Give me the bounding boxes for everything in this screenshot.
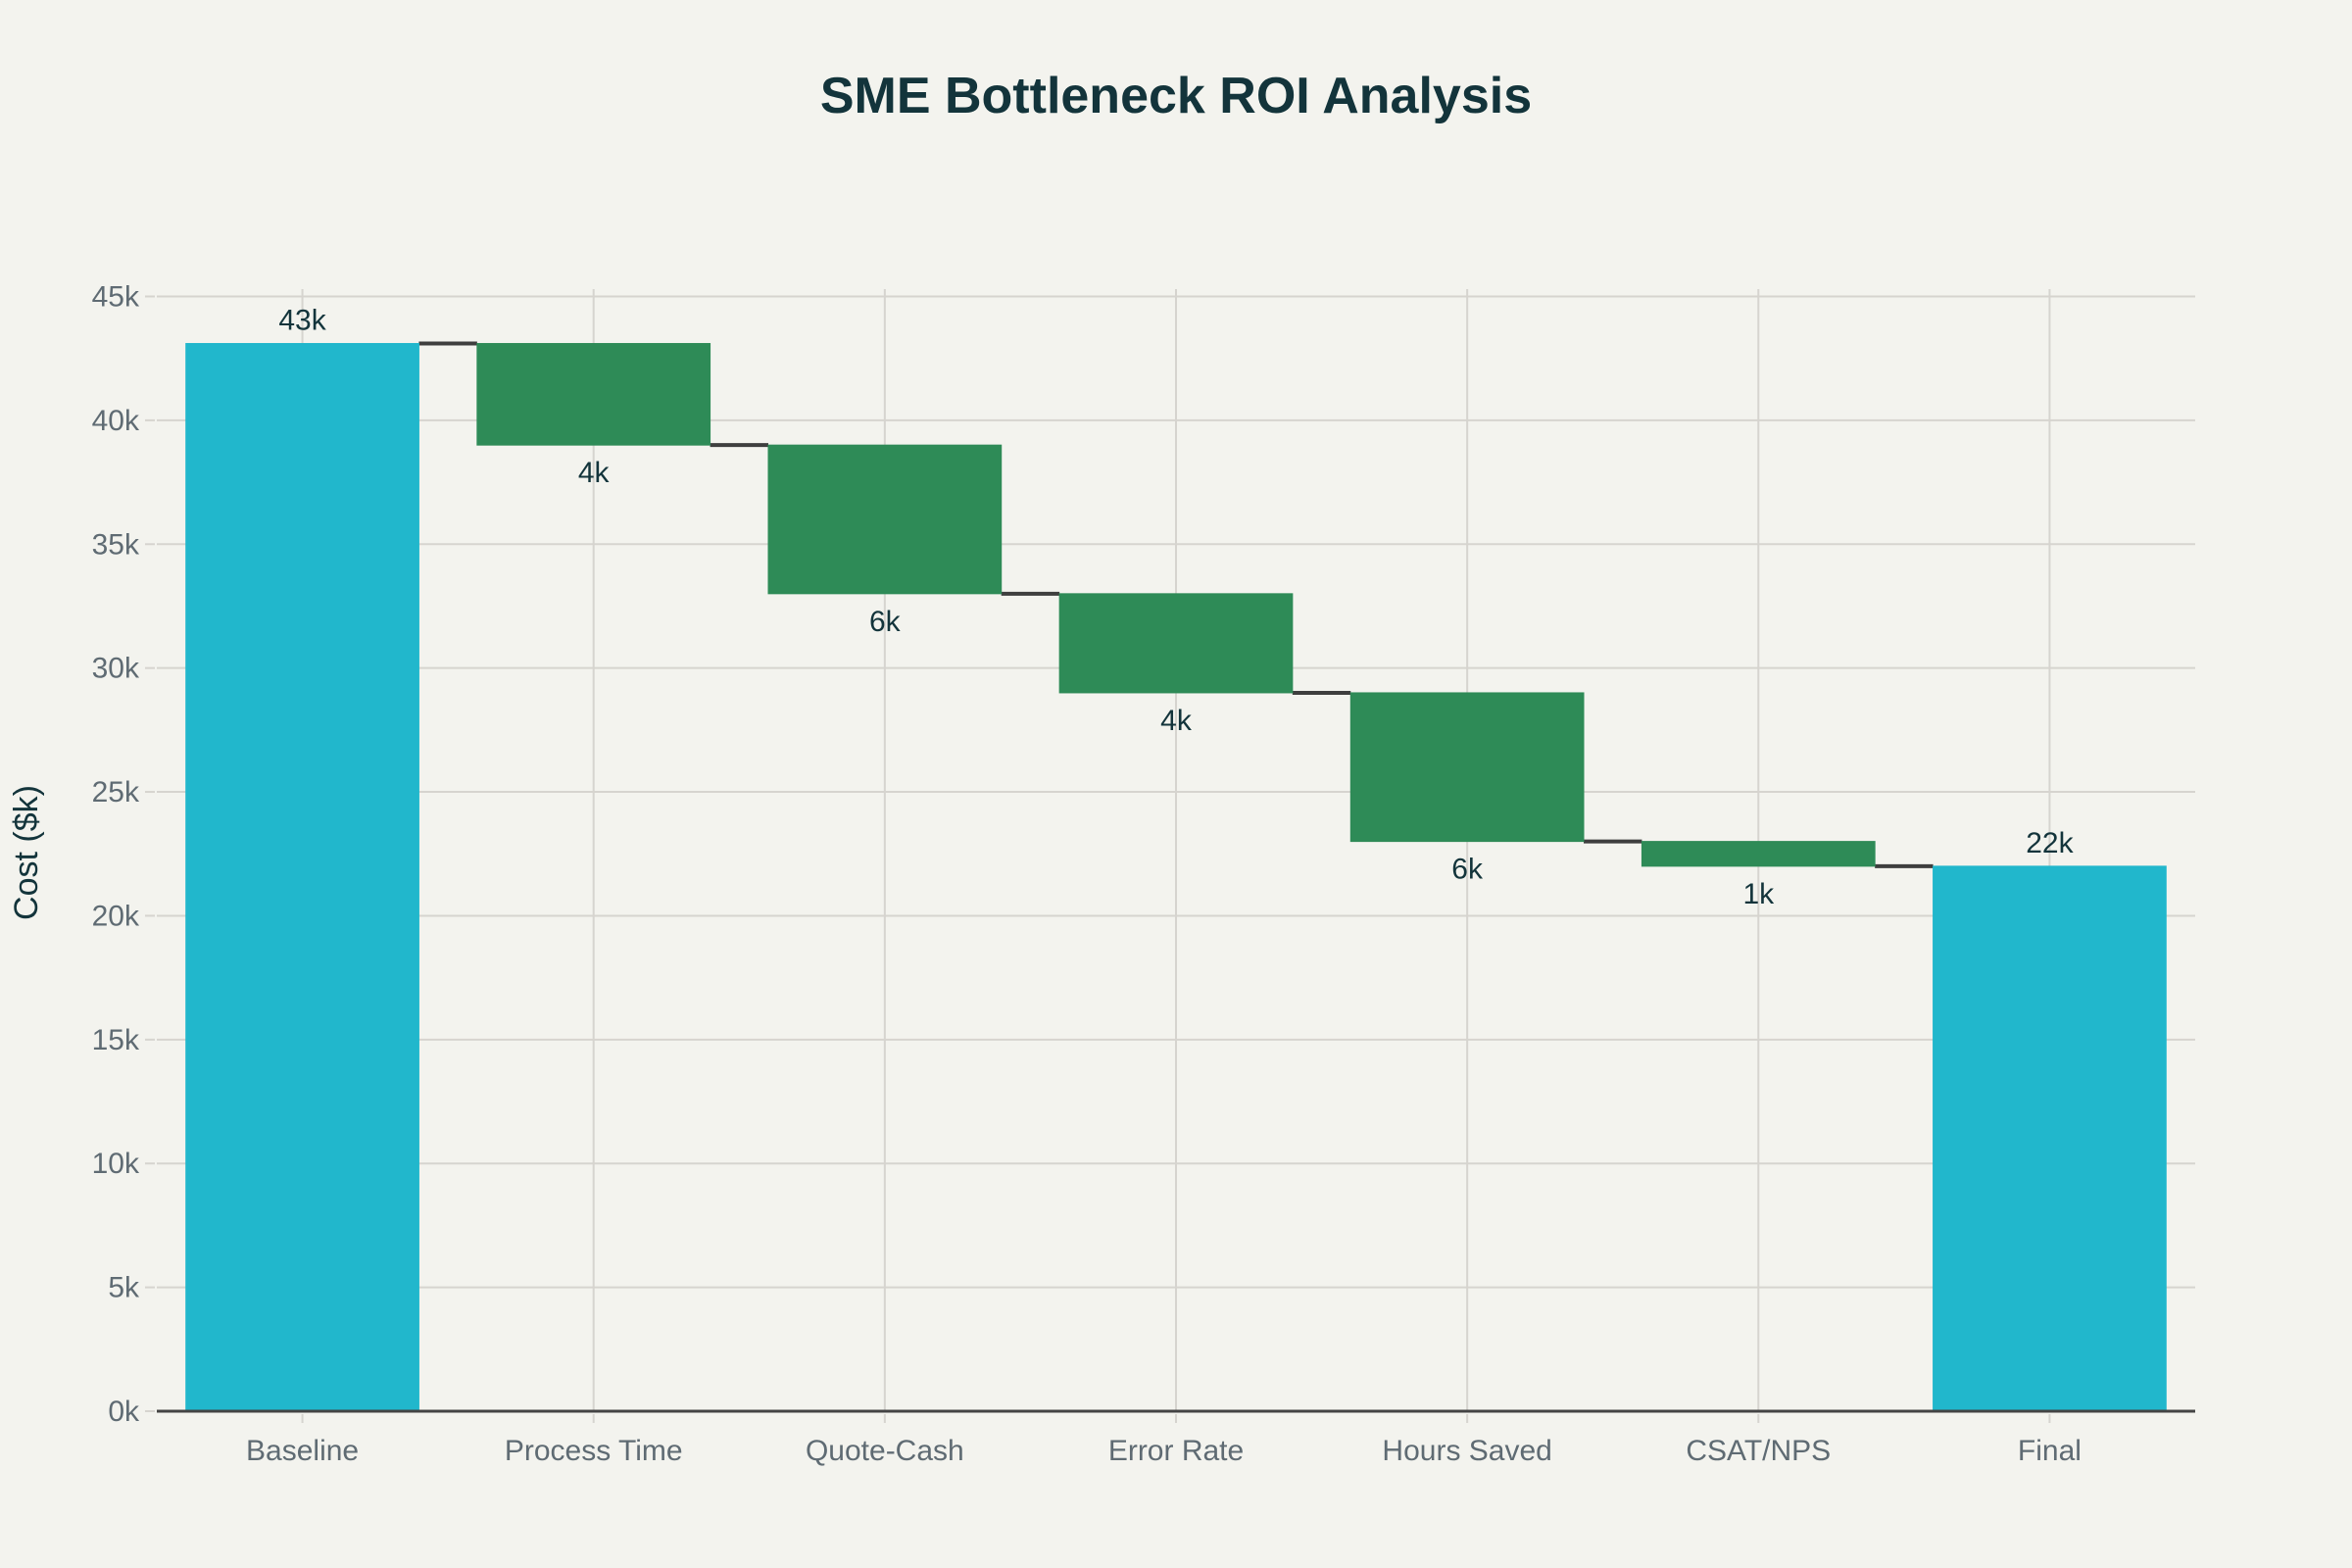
bar-process-time — [476, 343, 711, 446]
bar-baseline — [185, 343, 419, 1412]
data-labels: 43k 4k 6k 4k 6k 1k 22k — [278, 305, 2074, 910]
chart-title: SME Bottleneck ROI Analysis — [820, 68, 1532, 124]
data-label: 4k — [578, 457, 611, 489]
y-tick-label: 10k — [92, 1148, 140, 1180]
data-label: 22k — [2026, 827, 2074, 859]
x-tick-label: Baseline — [246, 1435, 359, 1467]
data-label: 43k — [278, 305, 326, 337]
data-label: 6k — [1451, 854, 1484, 886]
bar-quote-cash — [767, 444, 1003, 595]
bars — [185, 343, 2167, 1412]
x-tick-label: Quote-Cash — [806, 1435, 964, 1467]
x-axis-ticks: Baseline Process Time Quote-Cash Error Rate… — [246, 1414, 2082, 1467]
x-tick-label: CSAT/NPS — [1686, 1435, 1831, 1467]
bar-error-rate — [1058, 593, 1294, 694]
y-tick-label: 30k — [92, 653, 140, 685]
x-tick-label: Error Rate — [1108, 1435, 1244, 1467]
bar-hours-saved — [1349, 692, 1585, 843]
data-label: 4k — [1160, 705, 1193, 737]
gridlines — [157, 289, 2195, 1411]
x-tick-label: Hours Saved — [1382, 1435, 1551, 1467]
y-tick-label: 0k — [108, 1396, 140, 1428]
y-tick-label: 5k — [108, 1272, 140, 1304]
y-tick-label: 15k — [92, 1024, 140, 1056]
y-tick-label: 40k — [92, 405, 140, 437]
y-tick-label: 20k — [92, 900, 140, 932]
x-tick-label: Final — [2018, 1435, 2082, 1467]
bar-csat-nps — [1641, 841, 1876, 867]
x-tick-label: Process Time — [505, 1435, 683, 1467]
bar-final — [1933, 865, 2167, 1412]
connectors — [418, 341, 1934, 868]
y-tick-label: 25k — [92, 776, 140, 808]
data-label: 1k — [1742, 878, 1775, 910]
data-label: 6k — [869, 606, 902, 638]
y-tick-label: 35k — [92, 528, 140, 561]
y-tick-label: 45k — [92, 281, 140, 314]
y-axis-ticks: 0k 5k 10k 15k 20k 25k 30k 35k 40k 45k — [92, 281, 155, 1428]
y-axis-title: Cost ($k) — [8, 785, 45, 920]
